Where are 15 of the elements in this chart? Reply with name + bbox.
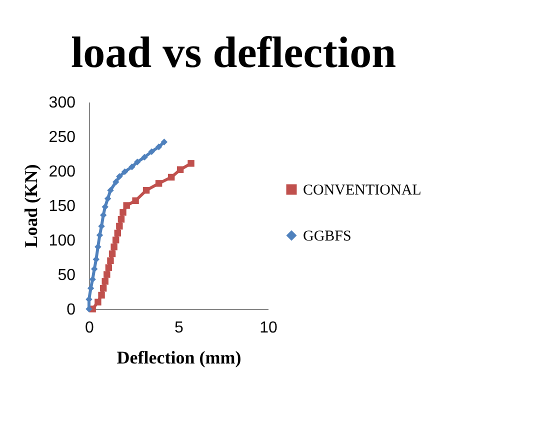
y-tick-label: 100 (48, 232, 76, 250)
chart-title: load vs deflection (70, 28, 396, 77)
legend-label: CONVENTIONAL (303, 182, 422, 198)
y-tick-label: 150 (48, 198, 76, 215)
x-tick-label: 5 (174, 320, 184, 336)
y-tick-label: 50 (58, 267, 76, 284)
y-tick-label: 0 (66, 302, 76, 318)
x-tick-label: 0 (85, 320, 94, 336)
x-tick-label: 10 (260, 320, 278, 336)
x-axis-title: Deflection (mm) (116, 348, 242, 368)
y-tick-label: 300 (48, 94, 76, 112)
y-tick-label: 250 (48, 129, 76, 146)
y-axis-title: Load (KN) (20, 164, 41, 248)
y-tick-label: 200 (48, 164, 76, 180)
legend-label: GGBFS (303, 228, 352, 244)
